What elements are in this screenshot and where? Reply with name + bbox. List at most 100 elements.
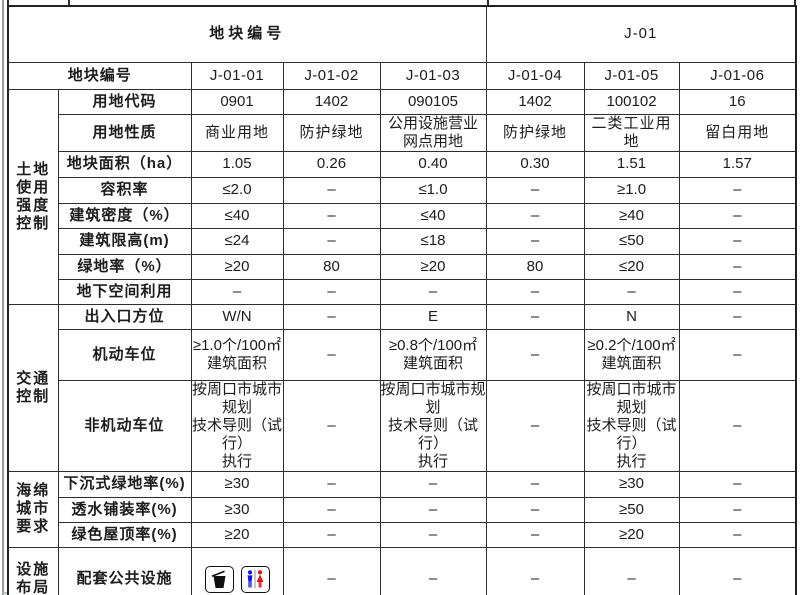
cell: – [678, 379, 797, 472]
cell: – [282, 176, 381, 204]
cell: – [282, 470, 381, 498]
cell: – [485, 470, 585, 498]
cell: ≥20 [190, 521, 284, 548]
cell: 按周口市城市规划 技术导则（试行） 执行 [379, 379, 487, 472]
row-label-plot-number: 地块编号 [7, 61, 192, 90]
cell: 80 [282, 253, 381, 280]
cell: – [678, 253, 797, 280]
crop-stub [487, 0, 489, 5]
row-label: 下沉式绿地率(%) [57, 470, 192, 498]
row-label: 绿地率（%） [57, 253, 192, 280]
cell: 0.30 [485, 150, 585, 178]
cell: – [485, 379, 585, 472]
cell: ≥30 [190, 496, 284, 523]
cell: – [282, 496, 381, 523]
cell: – [678, 227, 797, 255]
crop-stub [794, 0, 796, 5]
cell: ≤20 [583, 253, 680, 280]
cell: 防护绿地 [485, 113, 585, 152]
cell: – [485, 278, 585, 305]
row-label: 用地代码 [57, 88, 192, 115]
cell: – [485, 202, 585, 229]
plot-control-table: 地块编号 J-01 地块编号 J-01-01 J-01-02 J-01-03 J… [7, 5, 798, 595]
plot-id: J-01-02 [282, 61, 381, 90]
cell: ≤50 [583, 227, 680, 255]
cell: – [485, 521, 585, 548]
cell: ≤1.0 [379, 176, 487, 204]
plot-id: J-01-03 [379, 61, 487, 90]
cell: ≥20 [583, 521, 680, 548]
row-label: 建筑密度（%） [57, 202, 192, 229]
cell: – [485, 303, 585, 330]
group-label-traffic: 交通 控制 [7, 303, 59, 472]
table-title: 地块编号 [7, 5, 487, 63]
cell: – [379, 496, 487, 523]
left-edge-line [2, 0, 4, 595]
row-label: 绿色屋顶率(%) [57, 521, 192, 548]
cell: – [379, 278, 487, 305]
cell: 按周口市城市规划 技术导则（试行） 执行 [583, 379, 680, 472]
cell: – [678, 546, 797, 595]
cell: 1.05 [190, 150, 284, 178]
cell: 0901 [190, 88, 284, 115]
cell: 1402 [282, 88, 381, 115]
cell: – [282, 202, 381, 229]
facility-icons-cell [190, 546, 284, 595]
cell: – [678, 202, 797, 229]
plot-id: J-01-01 [190, 61, 284, 90]
cell: – [379, 521, 487, 548]
cell: 80 [485, 253, 585, 280]
cell: – [678, 496, 797, 523]
cell: – [282, 379, 381, 472]
plot-id: J-01-04 [485, 61, 585, 90]
cell: 0.40 [379, 150, 487, 178]
cell: 16 [678, 88, 797, 115]
plot-group-id: J-01 [485, 5, 797, 63]
cell: – [282, 227, 381, 255]
cell: – [583, 278, 680, 305]
cell: ≥30 [190, 470, 284, 498]
cell: – [485, 227, 585, 255]
cell: ≥20 [190, 253, 284, 280]
cell: – [583, 546, 680, 595]
group-label-sponge-city: 海绵 城市 要求 [7, 470, 59, 548]
cell: ≥1.0 [583, 176, 680, 204]
cell: – [678, 328, 797, 381]
row-label: 出入口方位 [57, 303, 192, 330]
cell: – [485, 176, 585, 204]
cell: 0.26 [282, 150, 381, 178]
cell: – [485, 546, 585, 595]
row-label: 配套公共设施 [57, 546, 192, 595]
cell: – [282, 546, 381, 595]
row-label: 容积率 [57, 176, 192, 204]
row-label: 用地性质 [57, 113, 192, 152]
cell: 090105 [379, 88, 487, 115]
cell: – [282, 521, 381, 548]
cell: ≤18 [379, 227, 487, 255]
cell: 二类工业用地 [583, 113, 680, 152]
cell: – [678, 470, 797, 498]
crop-stub [7, 0, 9, 5]
row-label: 机动车位 [57, 328, 192, 381]
group-label-facilities: 设施 布局 [7, 546, 59, 595]
cell: – [379, 470, 487, 498]
row-label: 地块面积（ha） [57, 150, 192, 178]
cell: – [282, 303, 381, 330]
cell: ≤40 [379, 202, 487, 229]
group-label-land-use: 土地 使用 强度 控制 [7, 88, 59, 305]
row-label: 地下空间利用 [57, 278, 192, 305]
cell: ≥1.0个/100㎡ 建筑面积 [190, 328, 284, 381]
plot-id: J-01-05 [583, 61, 680, 90]
crop-stub [68, 0, 70, 5]
row-label: 非机动车位 [57, 379, 192, 472]
cell: ≥0.2个/100㎡ 建筑面积 [583, 328, 680, 381]
cell: 商业用地 [190, 113, 284, 152]
cell: 公用设施营业 网点用地 [379, 113, 487, 152]
cell: – [678, 176, 797, 204]
cell: – [190, 278, 284, 305]
cell: ≥0.8个/100㎡ 建筑面积 [379, 328, 487, 381]
cell: 1.51 [583, 150, 680, 178]
cell: ≤2.0 [190, 176, 284, 204]
cell: – [282, 278, 381, 305]
